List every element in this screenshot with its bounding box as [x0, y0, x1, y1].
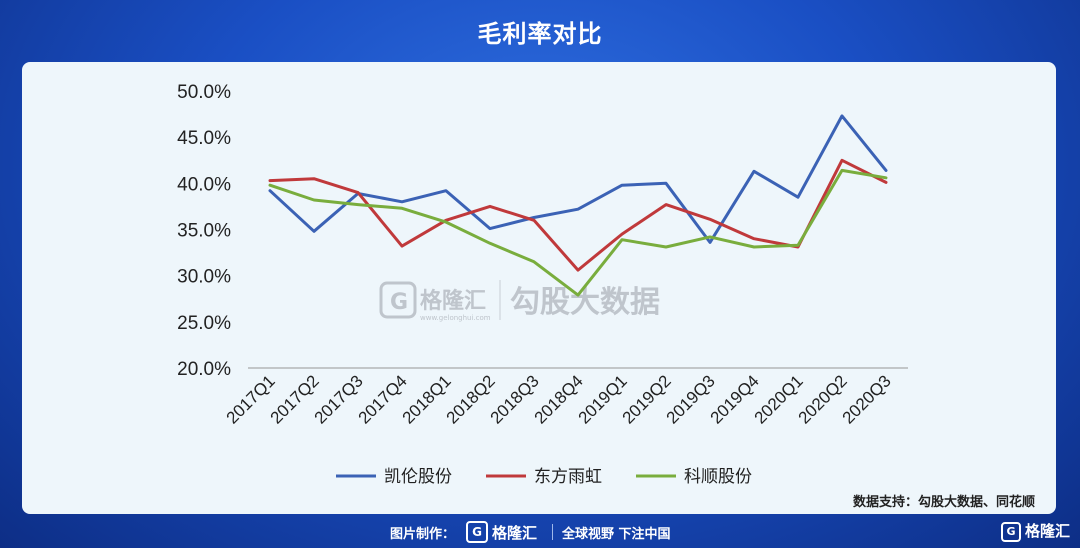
chart-title: 毛利率对比 — [477, 20, 603, 48]
chart-panel — [22, 62, 1056, 514]
x-tick-label: 2020Q3 — [839, 371, 895, 427]
series-line-2 — [268, 158, 888, 272]
footer-bar: 图片制作： G 格隆汇 全球视野 下注中国 — [0, 516, 1080, 548]
footer-slogan: 全球视野 下注中国 — [562, 527, 671, 542]
y-tick-label: 45.0% — [177, 128, 231, 149]
y-tick-label: 20.0% — [177, 359, 231, 380]
legend-label: 科顺股份 — [684, 467, 752, 487]
watermark-logo-icon — [379, 281, 417, 319]
y-tick-label: 30.0% — [177, 267, 231, 288]
watermark-logo-url: www.gelonghui.com — [420, 314, 491, 322]
y-tick-label: 40.0% — [177, 174, 231, 195]
footer-credit: 图片制作： — [390, 527, 456, 542]
legend-label: 凯伦股份 — [384, 467, 452, 487]
watermark-text: 勾股大数据 — [510, 285, 660, 320]
y-tick-label: 35.0% — [177, 221, 231, 242]
legend-label: 东方雨虹 — [534, 467, 602, 487]
series-line-1 — [268, 114, 888, 244]
footer-logo-icon: G — [466, 521, 488, 543]
corner-logo: G 格隆汇 — [1000, 520, 1070, 542]
watermark-logo-letter: G — [390, 290, 408, 315]
footer-logo-name: 格隆汇 — [492, 524, 538, 542]
y-tick-label: 25.0% — [177, 313, 231, 334]
y-tick-label: 50.0% — [177, 82, 231, 103]
corner-logo-name: 格隆汇 — [1024, 522, 1070, 540]
footer-divider — [552, 524, 553, 540]
watermark: G 格隆汇 www.gelonghui.com 勾股大数据 — [379, 280, 660, 322]
corner-logo-icon: G — [1000, 521, 1021, 542]
series-line-3 — [268, 168, 888, 297]
watermark-logo-name: 格隆汇 — [420, 288, 486, 314]
source-note: 数据支持：勾股大数据、同花顺 — [853, 494, 1035, 510]
